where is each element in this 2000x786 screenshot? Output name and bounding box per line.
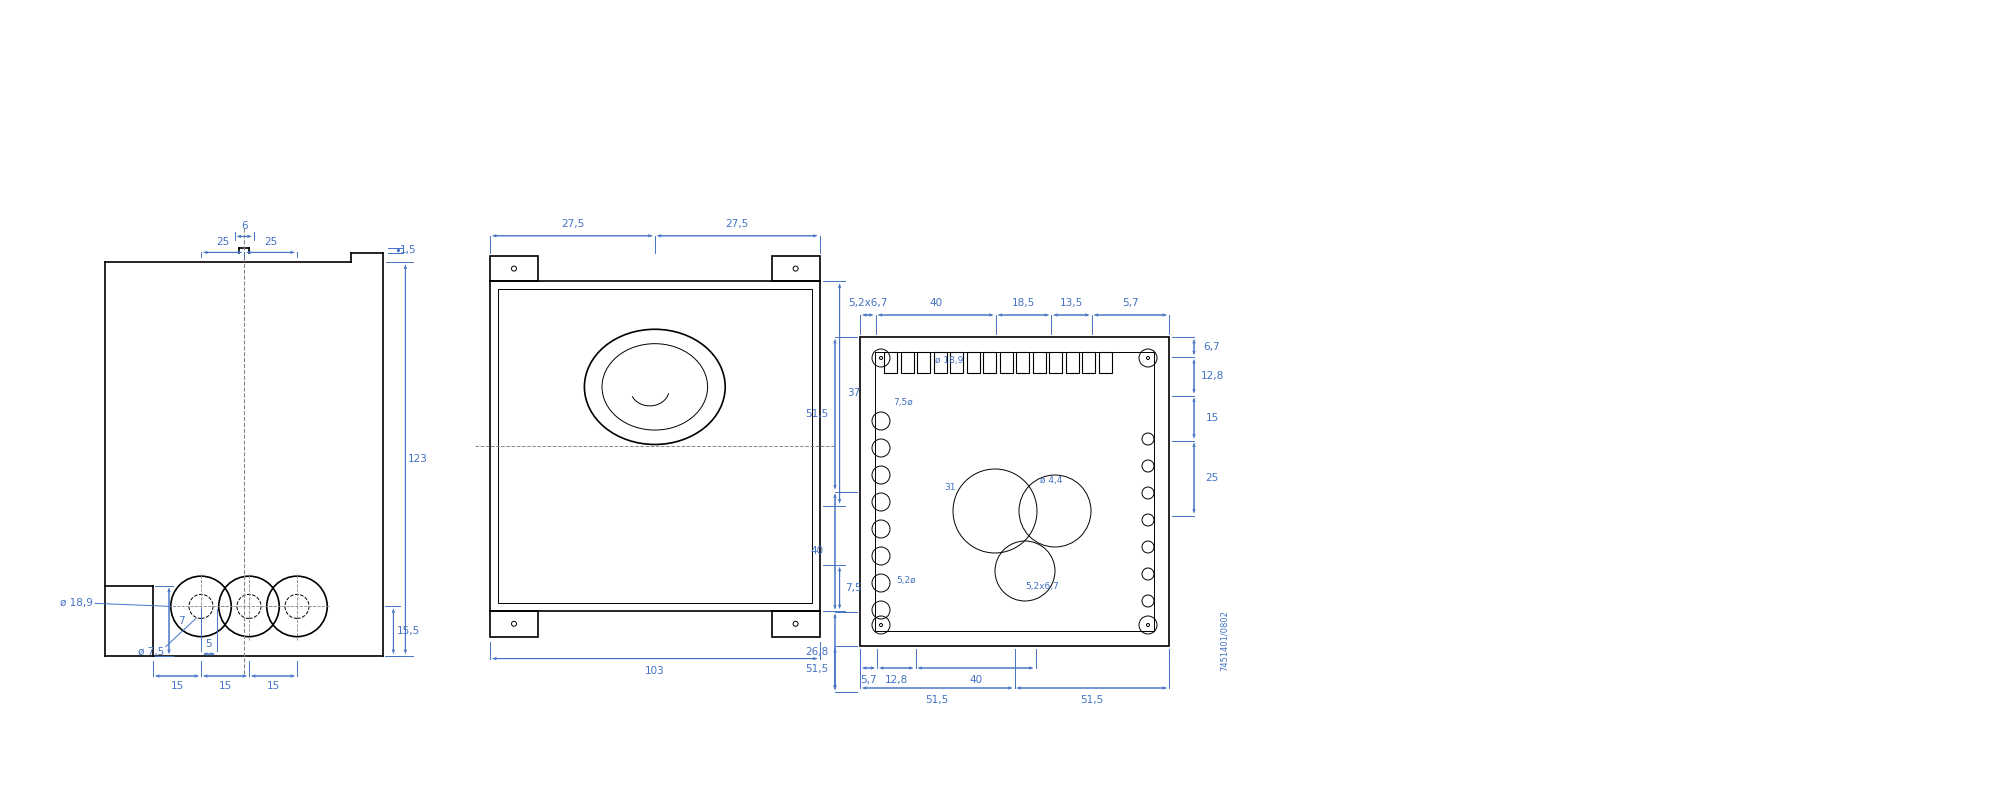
- Bar: [1032, 352, 1046, 373]
- Text: 40: 40: [930, 298, 942, 308]
- Text: 6,7: 6,7: [1204, 342, 1220, 352]
- Text: 15: 15: [170, 681, 184, 691]
- Text: 25: 25: [1206, 473, 1218, 483]
- Text: 15: 15: [1206, 413, 1218, 423]
- Text: 7,5: 7,5: [846, 583, 862, 593]
- Text: 51,5: 51,5: [806, 410, 828, 419]
- Text: 12,8: 12,8: [1200, 371, 1224, 381]
- Text: 123: 123: [408, 454, 428, 465]
- Text: 7: 7: [178, 615, 184, 626]
- Text: 51,5: 51,5: [926, 695, 948, 705]
- Text: 5: 5: [206, 639, 212, 649]
- Bar: [1066, 352, 1078, 373]
- Bar: [498, 289, 812, 603]
- Text: ø 18,9: ø 18,9: [60, 598, 92, 608]
- Bar: [490, 255, 538, 281]
- Text: 37: 37: [846, 388, 860, 399]
- Bar: [984, 352, 996, 373]
- Text: 7,5ø: 7,5ø: [892, 399, 912, 407]
- Bar: [966, 352, 980, 373]
- Text: 5,2x6,7: 5,2x6,7: [848, 298, 888, 308]
- Bar: [950, 352, 964, 373]
- Bar: [860, 337, 1168, 646]
- Bar: [1082, 352, 1096, 373]
- Bar: [1000, 352, 1012, 373]
- Bar: [772, 611, 820, 637]
- Text: 7451401/0802: 7451401/0802: [1220, 611, 1228, 671]
- Bar: [916, 352, 930, 373]
- Bar: [884, 352, 898, 373]
- Text: 27,5: 27,5: [726, 219, 748, 229]
- Text: 103: 103: [644, 666, 664, 676]
- Text: 15: 15: [218, 681, 232, 691]
- Text: 1,5: 1,5: [400, 245, 416, 255]
- Text: 5,7: 5,7: [1122, 298, 1138, 308]
- Text: 40: 40: [810, 546, 824, 556]
- Bar: [490, 281, 820, 611]
- Text: 25: 25: [216, 237, 230, 248]
- Text: 5,7: 5,7: [860, 675, 876, 685]
- Text: ø 7,5: ø 7,5: [138, 647, 164, 656]
- Text: 15: 15: [266, 681, 280, 691]
- Bar: [1016, 352, 1030, 373]
- Text: 40: 40: [968, 675, 982, 685]
- Text: 5,2ø: 5,2ø: [896, 575, 916, 585]
- Bar: [876, 352, 1154, 631]
- Text: 18,5: 18,5: [1012, 298, 1034, 308]
- Bar: [934, 352, 946, 373]
- Bar: [1098, 352, 1112, 373]
- Text: 51,5: 51,5: [806, 664, 828, 674]
- Bar: [772, 255, 820, 281]
- Text: 12,8: 12,8: [884, 675, 908, 685]
- Bar: [490, 611, 538, 637]
- Bar: [1048, 352, 1062, 373]
- Text: 31: 31: [944, 483, 956, 491]
- Text: 15,5: 15,5: [396, 626, 420, 636]
- Text: 5,2x6,7: 5,2x6,7: [1024, 582, 1058, 590]
- Text: 13,5: 13,5: [1060, 298, 1082, 308]
- Text: 25: 25: [264, 237, 278, 248]
- Text: ø 18,9: ø 18,9: [936, 357, 964, 365]
- Text: 6: 6: [240, 222, 248, 231]
- Bar: [900, 352, 914, 373]
- Text: 26,8: 26,8: [806, 647, 828, 656]
- Text: ø 4,4: ø 4,4: [1040, 476, 1062, 486]
- Text: 27,5: 27,5: [560, 219, 584, 229]
- Text: 51,5: 51,5: [1080, 695, 1104, 705]
